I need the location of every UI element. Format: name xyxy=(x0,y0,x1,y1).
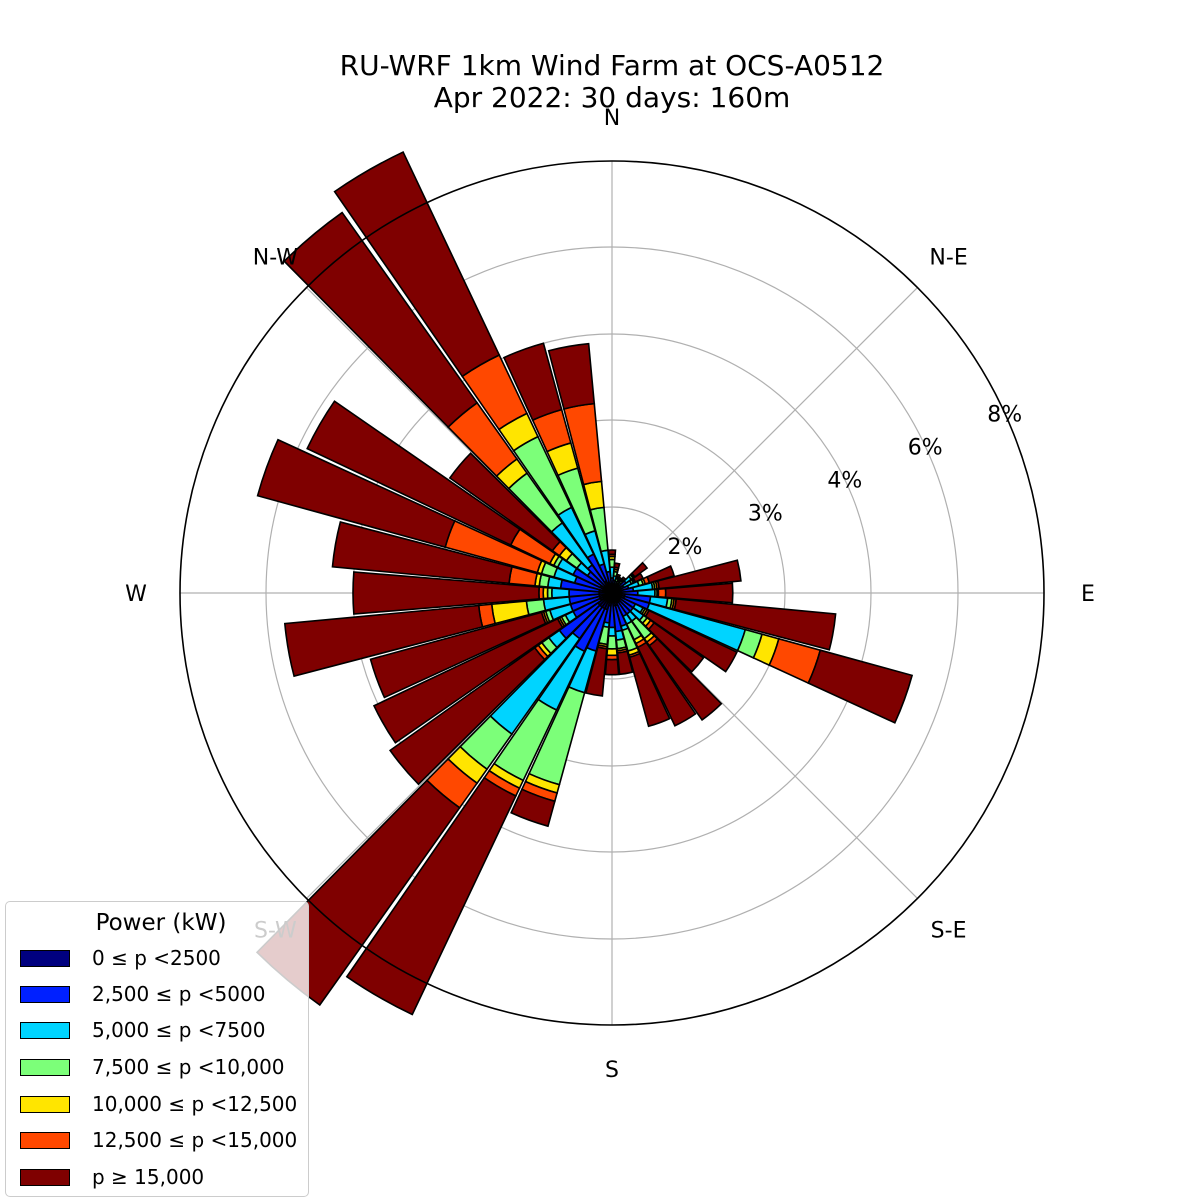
wind-rose-bar xyxy=(352,571,541,615)
wind-rose-bar xyxy=(606,647,618,657)
wind-rose-bar xyxy=(613,562,621,570)
legend-swatch xyxy=(20,950,70,967)
radial-tick-label: 3% xyxy=(748,501,783,526)
wind-rose-bar xyxy=(673,598,837,651)
wind-rose-bar xyxy=(345,776,517,1016)
direction-label: N-W xyxy=(253,245,299,270)
wind-rose-bar xyxy=(647,621,705,673)
wind-rose-bar xyxy=(372,617,564,744)
wind-rose-bar xyxy=(606,634,618,650)
wind-rose-bar xyxy=(331,521,513,585)
wind-rose-bar xyxy=(630,561,649,578)
wind-rose-bar xyxy=(607,626,617,637)
wind-rose-bar xyxy=(306,400,521,547)
wind-rose-bar xyxy=(616,650,634,676)
chart-title-line-2: Apr 2022: 30 days: 160m xyxy=(433,81,791,114)
wind-rose-bar xyxy=(256,438,456,549)
wind-rose-bar xyxy=(502,342,563,422)
wind-rose-bar xyxy=(807,649,914,724)
legend-swatch xyxy=(20,1169,70,1186)
wind-rose-bar xyxy=(628,652,671,728)
direction-label: N-E xyxy=(929,245,967,270)
wind-rose-bar xyxy=(644,609,738,673)
wind-rose-bar xyxy=(604,658,620,676)
wind-rose-bar xyxy=(283,604,484,678)
direction-label: S-E xyxy=(931,919,967,944)
direction-label: E xyxy=(1081,582,1095,607)
wind-rose-bar xyxy=(388,646,546,786)
wind-rose-bar xyxy=(551,587,571,599)
legend-swatch xyxy=(20,1059,70,1076)
wind-rose-bar xyxy=(584,646,608,697)
wind-rose-bar xyxy=(648,637,723,722)
wind-rose-bar xyxy=(664,582,734,604)
legend-label: 2,500 ≤ p <5000 xyxy=(92,982,266,1006)
wind-rose-bar xyxy=(448,452,562,552)
wind-rose-bar xyxy=(656,559,742,590)
legend-label: 0 ≤ p <2500 xyxy=(92,946,221,970)
direction-label: W xyxy=(125,582,147,607)
radial-tick-label: 2% xyxy=(668,535,703,560)
legend: Power (kW) 0 ≤ p <2500 2,500 ≤ p <5000 5… xyxy=(5,901,309,1197)
legend-swatch xyxy=(20,1022,70,1039)
radial-tick-label: 4% xyxy=(827,469,862,494)
angular-gridline xyxy=(611,287,918,594)
legend-label: 12,500 ≤ p <15,000 xyxy=(92,1128,298,1152)
wind-rose-bar xyxy=(636,641,697,727)
legend-swatch xyxy=(20,986,70,1003)
legend-label: p ≥ 15,000 xyxy=(92,1165,205,1189)
legend-swatch xyxy=(20,1132,70,1149)
direction-label: N xyxy=(604,106,620,131)
polar-frame xyxy=(179,160,1045,1026)
legend-label: 10,000 ≤ p <12,500 xyxy=(92,1092,298,1116)
radial-tick-label: 6% xyxy=(908,435,943,460)
legend-label: 5,000 ≤ p <7500 xyxy=(92,1018,266,1042)
wind-rose-bar xyxy=(657,587,667,599)
legend-swatch xyxy=(20,1096,70,1113)
wind-rose-bar xyxy=(510,788,556,828)
legend-label: 7,500 ≤ p <10,000 xyxy=(92,1055,285,1079)
wind-rose-bar xyxy=(547,342,596,410)
wind-rose-bar xyxy=(283,211,479,429)
direction-label: S xyxy=(605,1058,619,1083)
wind-rose-bar xyxy=(607,549,617,556)
chart-title-line-1: RU-WRF 1km Wind Farm at OCS-A0512 xyxy=(339,49,885,82)
wind-rose-bar xyxy=(333,151,501,378)
radial-tick-label: 8% xyxy=(987,402,1022,427)
wind-rose-bar xyxy=(369,611,547,699)
legend-title: Power (kW) xyxy=(95,910,227,936)
